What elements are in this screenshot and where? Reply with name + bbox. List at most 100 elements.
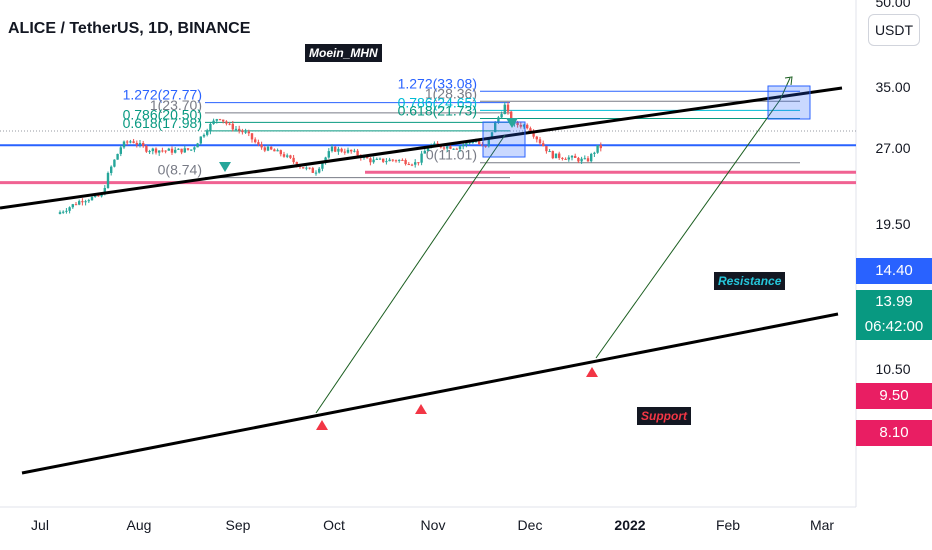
candle-body — [247, 131, 250, 134]
candle-body — [106, 173, 110, 189]
candle-body — [570, 155, 574, 158]
candle-body — [599, 145, 602, 149]
candle-body — [532, 132, 535, 137]
channel-upper-line — [0, 86, 843, 210]
candle-body — [193, 147, 196, 150]
x-tick-dec: Dec — [517, 517, 543, 533]
candle-body — [84, 201, 87, 203]
countdown-tag: 06:42:00 — [856, 314, 932, 340]
candle-body — [554, 153, 558, 159]
fib2-level-label: 0.786(24.65) — [398, 94, 477, 110]
candle-body — [295, 162, 298, 166]
candle-body — [276, 150, 279, 152]
candle-body — [337, 148, 340, 152]
candle-body — [506, 104, 510, 112]
support-price-tag-2: 8.10 — [856, 420, 932, 446]
candle-body — [340, 148, 343, 152]
fib1-level-label: 0.786(20.50) — [123, 106, 202, 122]
candle-body — [535, 136, 538, 140]
candle-body — [561, 157, 564, 159]
author-tag: Moein_MHN — [305, 44, 382, 62]
candle-body — [308, 167, 311, 169]
candle-body — [449, 146, 452, 149]
candle-body — [458, 146, 462, 150]
candle-body — [270, 146, 273, 150]
candle-body — [68, 207, 71, 211]
candle-body — [215, 119, 218, 121]
candle-body — [586, 158, 590, 162]
candle-body — [500, 114, 503, 118]
candle-body — [353, 150, 356, 152]
candle-body — [116, 153, 119, 160]
candle-body — [158, 150, 161, 153]
candle-body — [222, 119, 225, 122]
candle-body — [414, 162, 417, 165]
candle-body — [442, 147, 446, 149]
candle-body — [145, 146, 148, 152]
channel-lower-line — [21, 312, 839, 475]
candle-body — [375, 158, 378, 160]
candle-body — [103, 188, 106, 195]
x-tick-mar: Mar — [809, 517, 835, 533]
peak-marker-2 — [506, 118, 518, 128]
x-tick-jul: Jul — [31, 517, 49, 533]
candle-body — [302, 167, 305, 169]
candle-body — [250, 133, 254, 140]
candle-body — [346, 149, 350, 153]
candle-body — [321, 162, 324, 169]
projection-line-1 — [315, 134, 506, 414]
candle-body — [366, 156, 369, 159]
candle-body — [174, 149, 177, 153]
candle-body — [286, 155, 289, 157]
candle-body — [372, 159, 375, 163]
candle-body — [212, 120, 215, 124]
candle-body — [148, 151, 151, 153]
candle-body — [497, 117, 500, 123]
quote-currency-button[interactable]: USDT — [868, 14, 920, 46]
candle-body — [490, 132, 494, 138]
candle-body — [199, 136, 202, 144]
candle-body — [516, 122, 519, 126]
fib1-level-label: 1(23.70) — [150, 97, 202, 113]
candle-body — [369, 158, 372, 163]
x-tick-oct: Oct — [323, 517, 345, 533]
candle-body — [71, 204, 74, 208]
candle-body — [593, 152, 596, 154]
candle-body — [318, 168, 321, 173]
candle-body — [234, 128, 238, 130]
candle-body — [266, 146, 270, 151]
candle-body — [282, 154, 286, 157]
candle-body — [305, 167, 308, 169]
fib2-level-label: 1.272(33.08) — [398, 75, 477, 91]
candle-body — [519, 125, 522, 127]
candle-body — [462, 144, 465, 147]
candle-body — [596, 145, 599, 153]
candle-body — [398, 159, 401, 161]
candle-body — [122, 141, 126, 148]
candle-body — [382, 158, 385, 162]
candle-body — [417, 162, 420, 164]
trough-marker-1 — [316, 420, 328, 430]
candle-body — [126, 141, 129, 143]
candle-body — [407, 164, 410, 166]
candle-body — [62, 211, 65, 213]
candle-body — [110, 166, 113, 174]
candle-body — [196, 143, 199, 148]
candle-body — [231, 123, 234, 130]
candle-body — [551, 151, 554, 159]
candle-body — [138, 142, 142, 145]
last-price-tag: 13.99 — [856, 290, 932, 314]
candle-body — [244, 131, 247, 133]
candle-body — [446, 146, 449, 149]
candle-body — [452, 148, 455, 150]
candle-body — [350, 149, 353, 152]
candle-body — [385, 161, 388, 163]
candle-body — [87, 200, 90, 202]
y-tick-35: 35.00 — [875, 79, 911, 95]
candle-body — [292, 157, 295, 163]
candle-body — [132, 141, 135, 143]
candle-body — [401, 159, 404, 161]
candle-body — [481, 144, 484, 146]
candle-body — [154, 148, 158, 153]
